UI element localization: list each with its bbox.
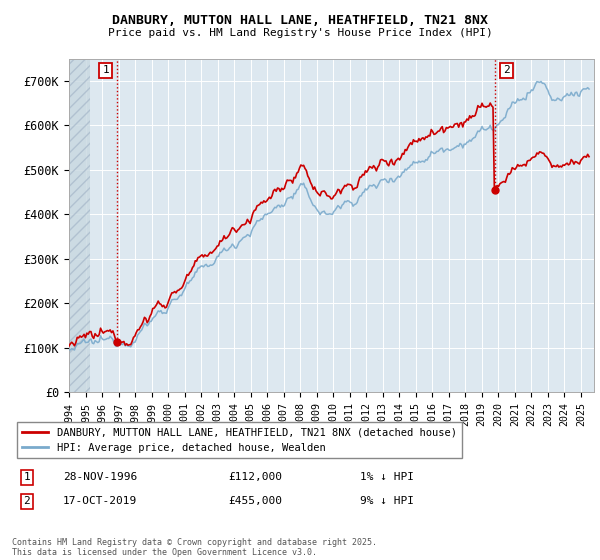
Legend: DANBURY, MUTTON HALL LANE, HEATHFIELD, TN21 8NX (detached house), HPI: Average p: DANBURY, MUTTON HALL LANE, HEATHFIELD, T…: [17, 422, 462, 458]
Text: 1: 1: [102, 66, 109, 76]
Text: 2: 2: [503, 66, 510, 76]
Text: 28-NOV-1996: 28-NOV-1996: [63, 472, 137, 482]
Text: Price paid vs. HM Land Registry's House Price Index (HPI): Price paid vs. HM Land Registry's House …: [107, 28, 493, 38]
Text: £455,000: £455,000: [228, 496, 282, 506]
Text: 2: 2: [23, 496, 31, 506]
Text: 9% ↓ HPI: 9% ↓ HPI: [360, 496, 414, 506]
Bar: [69, 59, 91, 392]
Text: DANBURY, MUTTON HALL LANE, HEATHFIELD, TN21 8NX: DANBURY, MUTTON HALL LANE, HEATHFIELD, T…: [112, 14, 488, 27]
Text: 1: 1: [23, 472, 31, 482]
Text: 17-OCT-2019: 17-OCT-2019: [63, 496, 137, 506]
Text: Contains HM Land Registry data © Crown copyright and database right 2025.
This d: Contains HM Land Registry data © Crown c…: [12, 538, 377, 557]
Text: 1% ↓ HPI: 1% ↓ HPI: [360, 472, 414, 482]
Text: £112,000: £112,000: [228, 472, 282, 482]
